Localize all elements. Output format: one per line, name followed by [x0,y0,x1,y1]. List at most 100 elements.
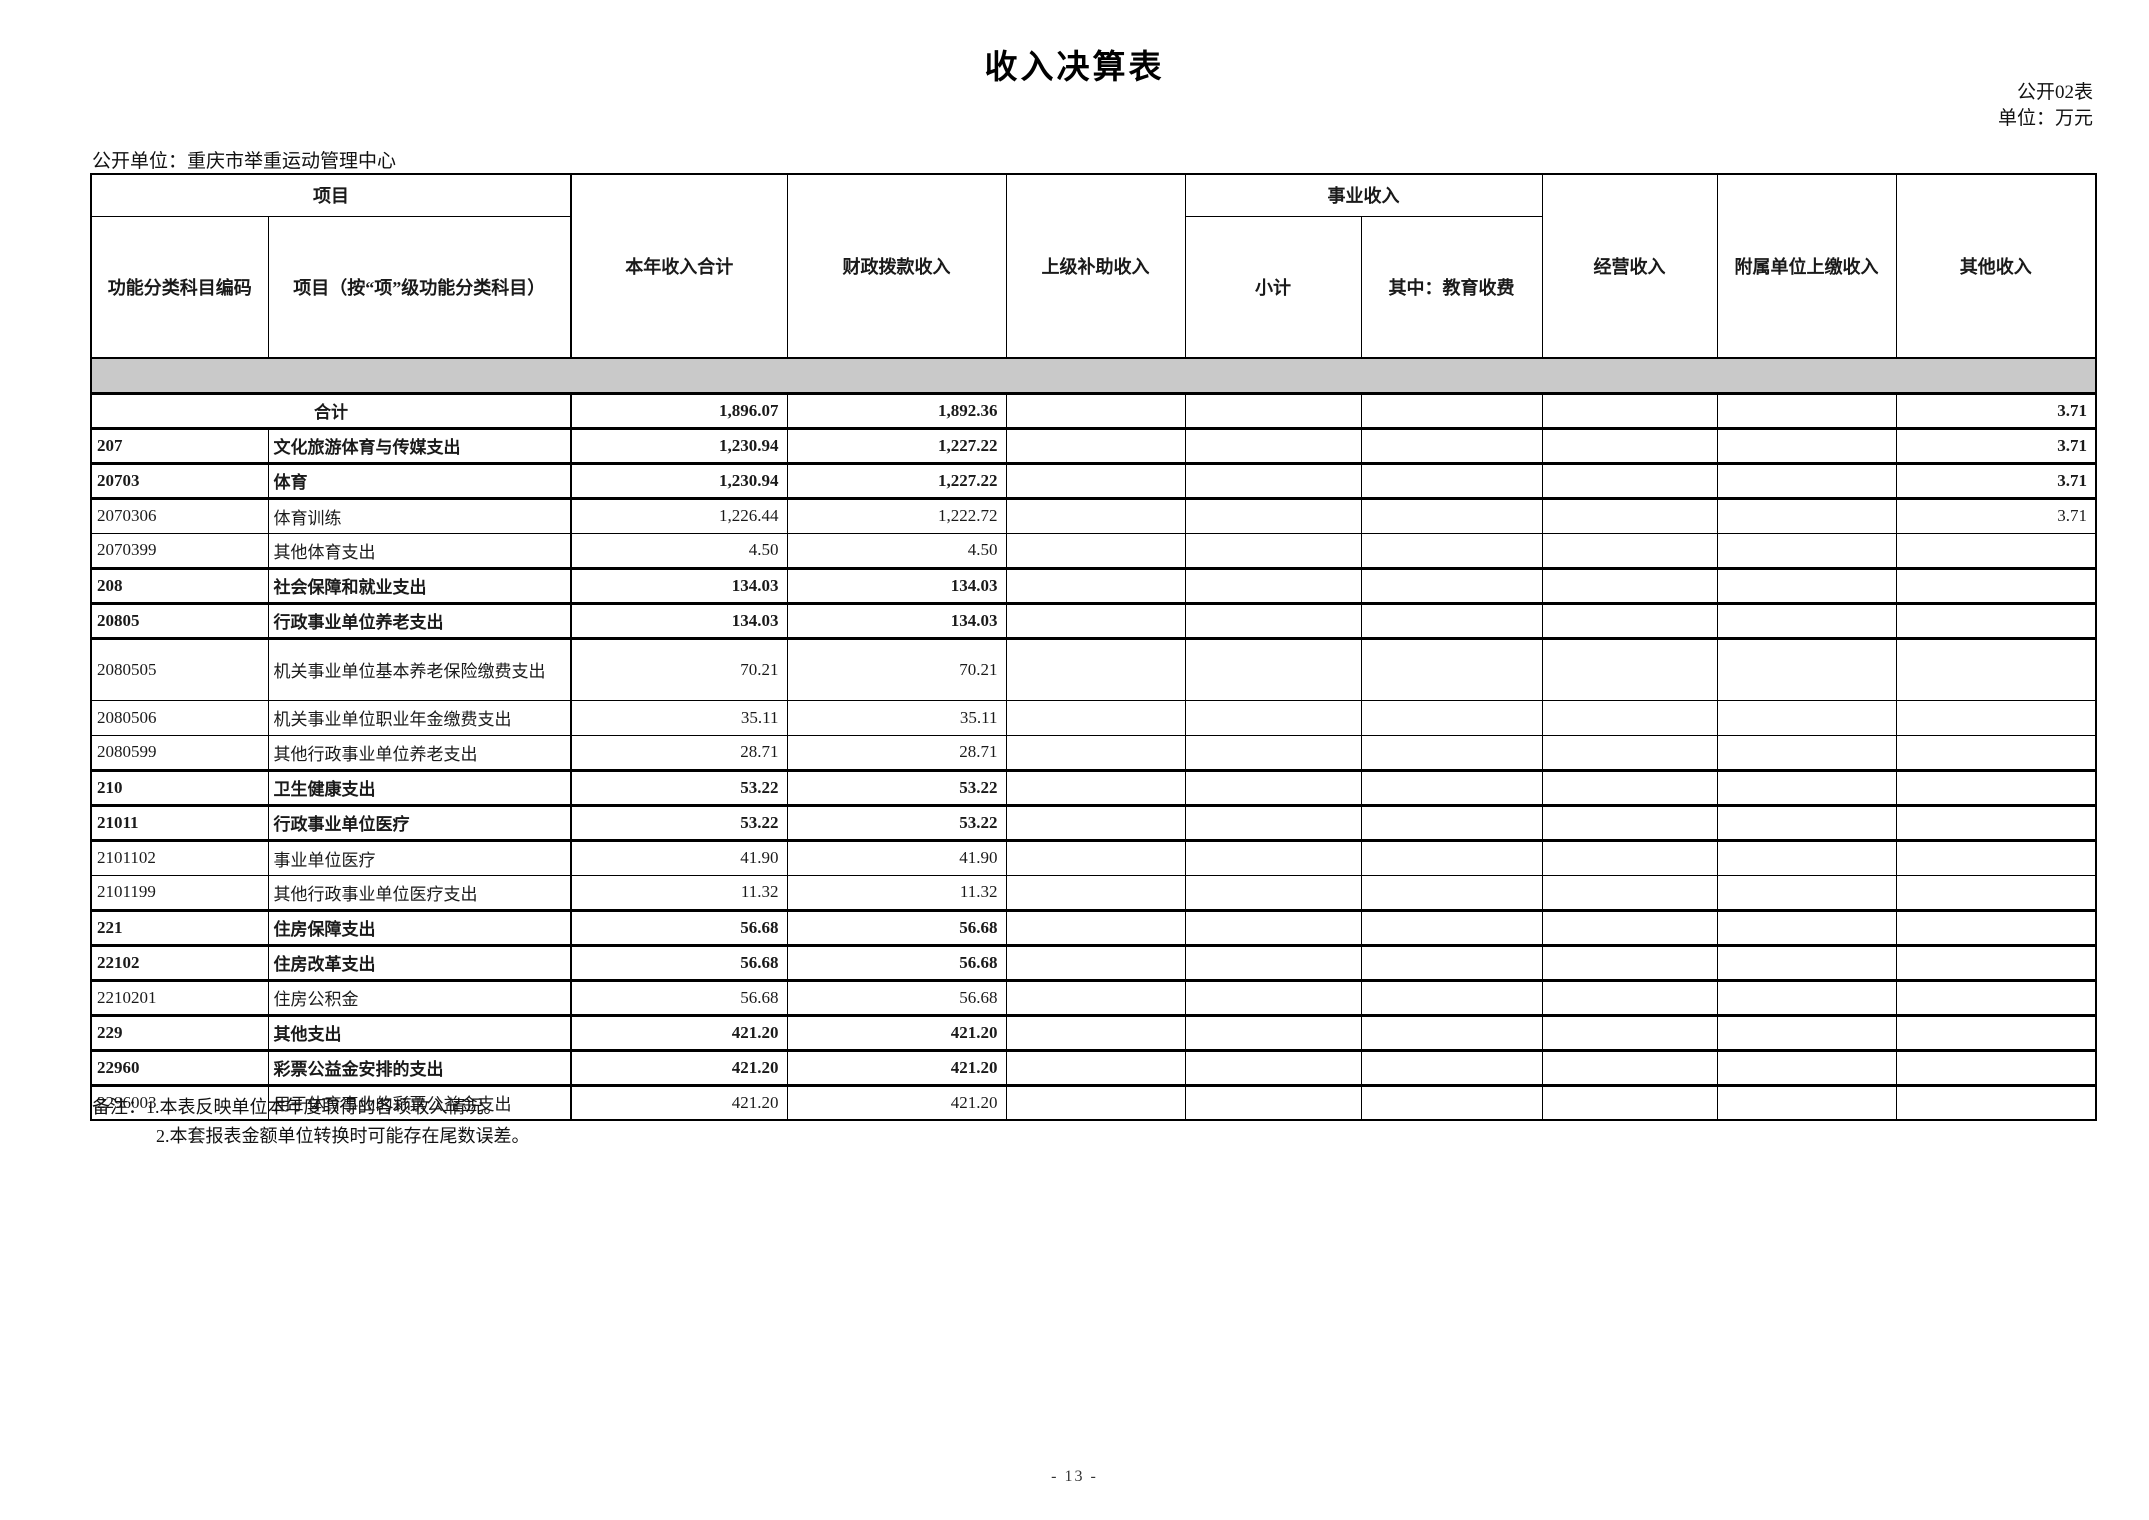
cell-affiliate [1716,1013,1897,1052]
table-row: 22102 住房改革支出 56.68 56.68 [90,943,2097,982]
header-business-subtotal: 小计 [1184,215,1362,359]
cell-edu [1360,699,1543,736]
cell-affiliate [1716,943,1897,982]
table-row: 2070399 其他体育支出 4.50 4.50 [90,532,2097,569]
cell-superior [1005,1084,1186,1121]
cell-operating [1541,943,1718,982]
header-other-income: 其他收入 [1895,173,2097,359]
cell-item-name: 机关事业单位基本养老保险缴费支出 [267,637,572,701]
cell-function-code: 2101199 [90,874,269,911]
cell-function-code: 20805 [90,601,269,640]
cell-total: 70.21 [570,637,788,701]
cell-item-name: 其他行政事业单位养老支出 [267,734,572,771]
cell-total: 134.03 [570,601,788,640]
table-row: 20805 行政事业单位养老支出 134.03 134.03 [90,601,2097,640]
cell-edu [1360,839,1543,876]
cell-superior [1005,874,1186,911]
meta-block: 公开02表 单位：万元 [1998,80,2093,132]
cell-other [1895,566,2097,605]
table-body: 合计 1,896.07 1,892.36 3.71 207 文化旅游体育与传媒支出 1,23… [90,357,2097,1121]
cell-fiscal: 53.22 [786,803,1007,842]
cell-item-name: 住房公积金 [267,979,572,1016]
cell-operating [1541,1013,1718,1052]
table-row: 208 社会保障和就业支出 134.03 134.03 [90,566,2097,605]
cell-subtotal [1184,1084,1362,1121]
cell-edu [1360,803,1543,842]
cell-fiscal: 56.68 [786,943,1007,982]
table-row: 21011 行政事业单位医疗 53.22 53.22 [90,803,2097,842]
cell-edu [1360,461,1543,500]
cell-function-code: 2080505 [90,637,269,701]
cell-affiliate [1716,768,1897,807]
table-row: 2080506 机关事业单位职业年金缴费支出 35.11 35.11 [90,699,2097,736]
cell-superior [1005,566,1186,605]
cell-edu [1360,768,1543,807]
cell-subtotal [1184,943,1362,982]
cell-fiscal: 41.90 [786,839,1007,876]
header-affiliate-income: 附属单位上缴收入 [1716,173,1897,359]
cell-function-code: 2080599 [90,734,269,771]
cell-fiscal: 11.32 [786,874,1007,911]
table-row: 229 其他支出 421.20 421.20 [90,1013,2097,1052]
cell-other [1895,699,2097,736]
cell-edu [1360,426,1543,465]
cell-total: 56.68 [570,979,788,1016]
table-row: 合计 1,896.07 1,892.36 3.71 [90,391,2097,430]
cell-operating [1541,1084,1718,1121]
cell-function-code: 207 [90,426,269,465]
footnote-line: 备注：1.本表反映单位本年度取得的各项收入情况。 [92,1097,502,1117]
table-row: 2210201 住房公积金 56.68 56.68 [90,979,2097,1016]
cell-other [1895,601,2097,640]
cell-operating [1541,566,1718,605]
cell-item-name: 用于体育事业的彩票公益金支出 [267,1084,572,1121]
cell-edu [1360,979,1543,1016]
cell-total: 421.20 [570,1013,788,1052]
cell-total: 53.22 [570,768,788,807]
cell-subtotal [1184,426,1362,465]
cell-edu [1360,1048,1543,1087]
cell-affiliate [1716,839,1897,876]
cell-item-name: 彩票公益金安排的支出 [267,1048,572,1087]
cell-total: 1,226.44 [570,497,788,534]
cell-other [1895,734,2097,771]
cell-item-name: 机关事业单位职业年金缴费支出 [267,699,572,736]
cell-superior [1005,461,1186,500]
publishing-org-label: 公开单位：重庆市举重运动管理中心 [92,151,397,172]
header-project-group: 项目 [90,173,572,217]
cell-function-code: 210 [90,768,269,807]
cell-fiscal: 134.03 [786,566,1007,605]
cell-operating [1541,532,1718,569]
cell-other: 3.71 [1895,426,2097,465]
cell-function-code: 21011 [90,803,269,842]
table-row: 221 住房保障支出 56.68 56.68 [90,908,2097,947]
cell-edu [1360,391,1543,430]
row-label-total: 合计 [90,391,572,430]
table-row: 2070306 体育训练 1,226.44 1,222.72 3.71 [90,497,2097,534]
cell-affiliate [1716,874,1897,911]
cell-other: 3.71 [1895,461,2097,500]
cell-fiscal: 134.03 [786,601,1007,640]
cell-superior [1005,391,1186,430]
cell-superior [1005,497,1186,534]
cell-operating [1541,874,1718,911]
cell-subtotal [1184,908,1362,947]
cell-affiliate [1716,461,1897,500]
cell-affiliate [1716,734,1897,771]
cell-function-code: 2080506 [90,699,269,736]
cell-affiliate [1716,803,1897,842]
cell-item-name: 行政事业单位养老支出 [267,601,572,640]
cell-subtotal [1184,768,1362,807]
cell-superior [1005,1048,1186,1087]
cell-function-code: 22960 [90,1048,269,1087]
cell-other [1895,943,2097,982]
cell-other [1895,874,2097,911]
cell-affiliate [1716,1048,1897,1087]
cell-edu [1360,497,1543,534]
header-item-name: 项目（按“项”级功能分类科目） [267,215,572,359]
cell-affiliate [1716,497,1897,534]
cell-edu [1360,874,1543,911]
page-title: 收入决算表 [984,48,1165,85]
cell-superior [1005,1013,1186,1052]
table-code-label: 公开02表 [2016,82,2093,103]
